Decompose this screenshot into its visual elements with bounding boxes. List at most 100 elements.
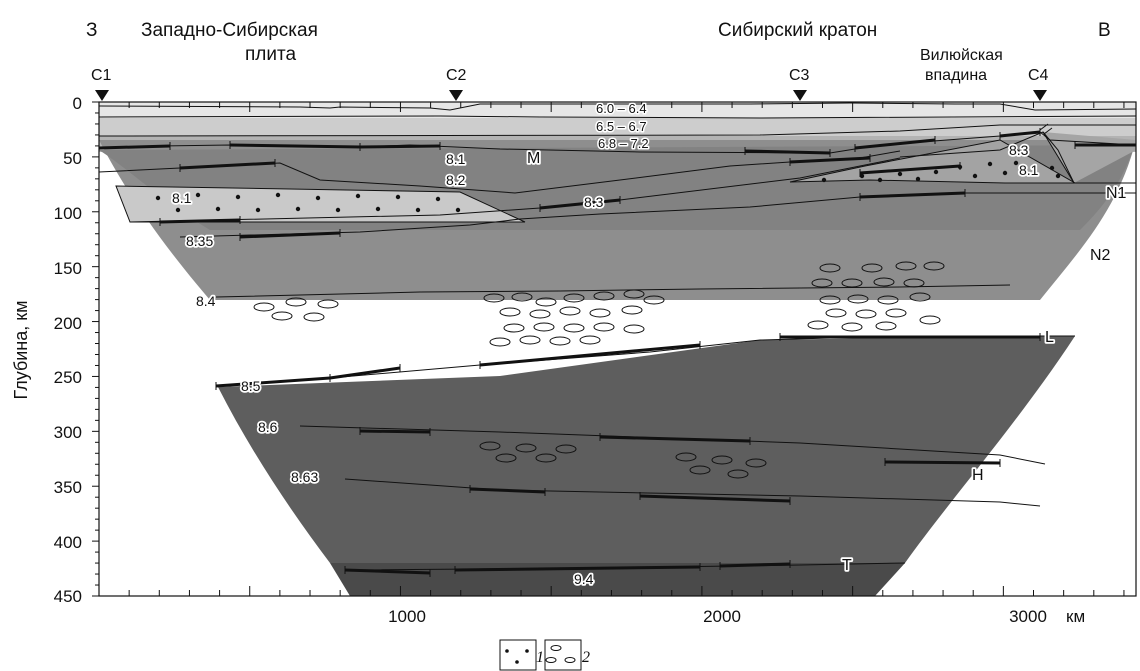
thick-segment	[229, 143, 361, 149]
legend-item-dots: 1	[499, 639, 544, 671]
boundary-l-label: L	[1045, 329, 1054, 346]
craton-label: Сибирский кратон	[718, 20, 877, 41]
thick-segment	[159, 218, 241, 224]
y-tick-label: 0	[73, 94, 82, 113]
velocity-835: 8.35	[186, 233, 213, 249]
n86-line	[299, 425, 1046, 465]
boundary-labels: M N1 N2 L H T	[525, 148, 1128, 576]
station-c3-label: С3	[789, 67, 810, 84]
legend-label-2: 2	[582, 649, 590, 666]
boundary-n2-label: N2	[1090, 247, 1111, 264]
thick-segment	[239, 231, 341, 239]
y-tick-label: 50	[63, 149, 82, 168]
boundary-h-label: H	[972, 467, 984, 484]
thick-segment	[359, 144, 441, 149]
l-line-top	[215, 284, 1011, 298]
thick-segment	[744, 149, 831, 155]
n863-line	[344, 478, 1041, 507]
east-fault-line	[1042, 131, 1075, 184]
boundary-moho-label: M	[527, 150, 540, 167]
boundary-t-label: T	[842, 557, 852, 574]
velocity-82: 8.2	[446, 172, 466, 188]
y-tick-label: 250	[54, 368, 82, 387]
velocity-84: 8.4	[196, 293, 216, 309]
legend: 1 2	[499, 639, 590, 671]
thick-segment	[859, 191, 966, 199]
station-c3-marker	[793, 90, 807, 101]
dotted-lens-west	[115, 185, 526, 223]
station-c4-label: С4	[1028, 67, 1049, 84]
thick-segment	[99, 144, 171, 150]
thick-segment	[539, 198, 621, 210]
velocity-section	[99, 102, 1136, 596]
west-direction-letter: З	[86, 20, 97, 41]
velocity-81-lens: 8.1	[172, 190, 192, 206]
dotted-lens-west-dots	[155, 192, 461, 213]
ellipse-clusters	[253, 261, 945, 479]
y-tick-label: 350	[54, 478, 82, 497]
thick-segment	[854, 138, 936, 150]
crust-line-lower	[99, 124, 1136, 137]
thick-segment	[884, 460, 1001, 465]
west-region-label: Западно-Сибирская	[141, 20, 318, 41]
station-c4-marker	[1033, 90, 1047, 101]
x-tick-label: 2000	[703, 607, 741, 626]
legend-swatch-ellipses	[544, 639, 582, 671]
west-region-label-line2: плита	[245, 44, 296, 65]
velocity-83-east: 8.3	[1009, 142, 1029, 158]
velocity-86: 8.6	[258, 419, 278, 435]
crust-line-upper	[99, 102, 1136, 111]
stations: С1 С2 С3 С4	[91, 67, 1049, 101]
thick-segment	[329, 366, 401, 380]
station-c1-label: С1	[91, 67, 112, 84]
thick-segment	[179, 161, 276, 170]
x-tick-label: 3000	[1009, 607, 1047, 626]
velocity-81-top: 8.1	[446, 151, 466, 167]
east-direction-letter: В	[1098, 20, 1111, 41]
depression-label: Вилюйская	[920, 47, 1003, 64]
depression-label-line2: впадина	[925, 67, 987, 84]
thick-segment	[215, 376, 331, 388]
y-tick-label: 100	[54, 204, 82, 223]
velocity-crust-middle: 6.5 – 6.7	[596, 119, 647, 134]
east-fault-hatch	[1039, 123, 1053, 135]
y-tick-label: 400	[54, 533, 82, 552]
x-axis-unit: км	[1066, 607, 1085, 626]
x-tick-label: 1000	[388, 607, 426, 626]
y-axis-ticks	[92, 101, 99, 597]
y-axis-tick-labels: 0 50 100 150 200 250 300 350 400 450	[54, 94, 82, 606]
y-axis-label: Глубина, км	[11, 300, 31, 399]
thick-segment	[599, 435, 751, 443]
thick-segment	[359, 429, 431, 434]
x-axis-ticks	[128, 102, 1125, 596]
velocity-labels: 6.0 – 6.4 6.5 – 6.7 6.8 – 7.2 8.1 8.2 8.…	[170, 100, 1040, 589]
plot-frame	[98, 101, 1137, 597]
y-tick-label: 150	[54, 259, 82, 278]
y-tick-label: 300	[54, 423, 82, 442]
thick-segment	[999, 130, 1041, 138]
mantle-lower-region	[218, 336, 1075, 563]
thick-segment	[469, 487, 546, 494]
thick-segment	[344, 568, 431, 575]
thick-segment	[454, 565, 701, 572]
thick-segment	[719, 562, 791, 568]
velocity-863: 8.63	[291, 469, 318, 485]
crust-line-middle	[99, 115, 1136, 119]
legend-label-1: 1	[536, 649, 544, 666]
velocity-crust-lower: 6.8 – 7.2	[598, 136, 649, 151]
legend-item-ellipses: 2	[544, 639, 590, 671]
thick-segment	[639, 494, 791, 503]
velocity-85: 8.5	[241, 378, 261, 394]
velocity-83-center: 8.3	[584, 194, 604, 210]
thick-segment	[859, 164, 961, 175]
thick-segment	[479, 343, 701, 367]
boundary-n1-label: N1	[1106, 185, 1127, 202]
y-tick-label: 200	[54, 314, 82, 333]
dotted-lens-east-dots	[821, 160, 1061, 183]
thick-boundary-segments	[99, 128, 1136, 577]
station-c2-label: С2	[446, 67, 467, 84]
velocity-81-east: 8.1	[1019, 162, 1039, 178]
y-tick-label: 450	[54, 587, 82, 606]
x-axis-tick-labels: 1000 2000 3000	[388, 607, 1047, 626]
